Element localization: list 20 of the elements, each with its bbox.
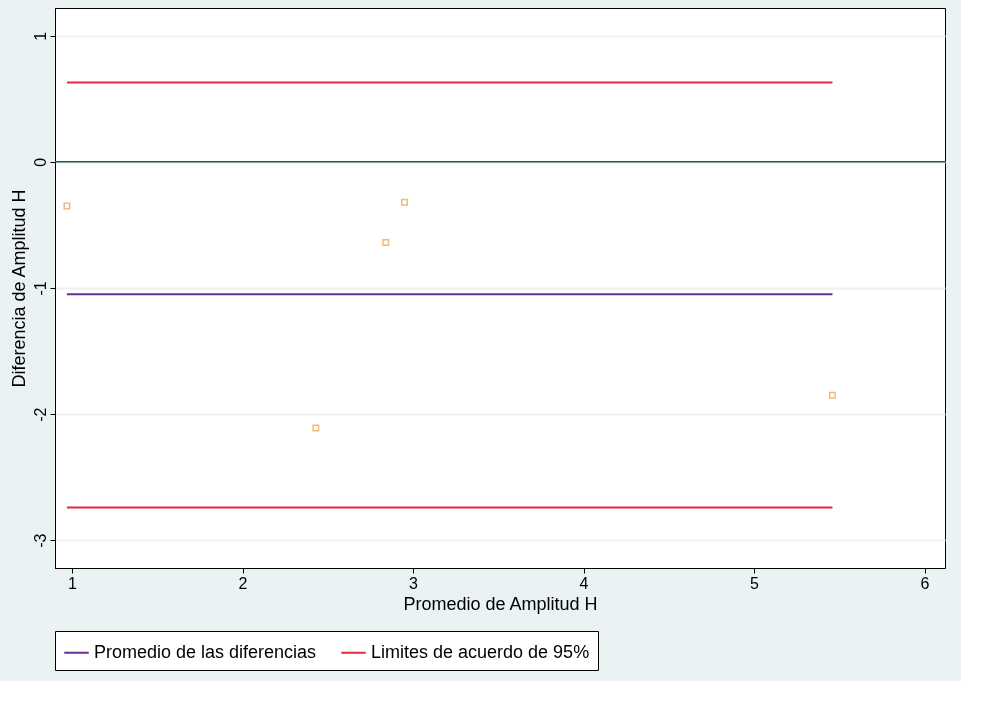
- point: [401, 198, 409, 206]
- y-tick-label: 0: [31, 157, 49, 167]
- x-tick-label: 3: [409, 574, 419, 592]
- y-axis-title: Diferencia de Amplitud H: [8, 189, 29, 388]
- x-tick-label: 1: [68, 574, 78, 592]
- y-tick-label: -3: [31, 533, 49, 548]
- x-tick-label: 6: [920, 574, 930, 592]
- point: [63, 202, 71, 210]
- y-tick-label: 1: [31, 31, 49, 41]
- y-tick-label: -1: [31, 281, 49, 296]
- y-tick-label: -2: [31, 407, 49, 422]
- point: [828, 391, 836, 399]
- legend-label: Limites de acuerdo de 95%: [371, 641, 590, 662]
- point: [312, 424, 320, 432]
- x-axis-title: Promedio de Amplitud H: [403, 593, 598, 614]
- x-tick-label: 5: [750, 574, 760, 592]
- x-tick-label: 4: [579, 574, 589, 592]
- legend-label: Promedio de las diferencias: [94, 641, 317, 662]
- point: [382, 239, 390, 247]
- x-tick-label: 2: [238, 574, 248, 592]
